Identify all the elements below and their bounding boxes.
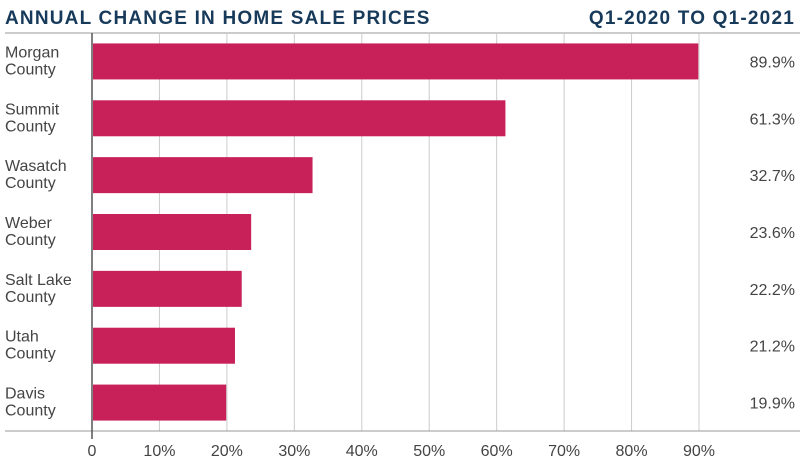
chart-subtitle: Q1-2020 TO Q1-2021 (589, 8, 795, 29)
x-tick-label: 90% (683, 443, 715, 460)
x-tick-label: 50% (413, 443, 445, 460)
bar (93, 157, 313, 194)
category-label: Morgan County (5, 44, 59, 78)
bar (93, 43, 699, 80)
value-label: 19.9% (750, 396, 795, 413)
x-tick-label: 20% (211, 443, 243, 460)
x-tick-label: 70% (548, 443, 580, 460)
category-label: Davis County (5, 386, 56, 420)
bar (93, 214, 252, 250)
x-tick-label: 0 (88, 443, 97, 460)
bar (93, 270, 242, 307)
value-label: 21.2% (750, 339, 795, 356)
x-tick-label: 30% (278, 443, 310, 460)
bar (93, 327, 235, 364)
bar (93, 384, 227, 421)
x-tick-label: 80% (616, 443, 648, 460)
category-label: Summit County (5, 101, 60, 135)
x-tick-label: 60% (481, 443, 513, 460)
category-label: Wasatch County (5, 158, 67, 192)
category-label: Weber County (5, 215, 56, 249)
value-label: 32.7% (750, 168, 795, 185)
bar (93, 100, 506, 137)
x-tick-label: 10% (143, 443, 175, 460)
value-label: 22.2% (750, 282, 795, 299)
value-label: 23.6% (750, 225, 795, 242)
value-label: 61.3% (750, 111, 795, 128)
value-label: 89.9% (750, 54, 795, 71)
category-label: Utah County (5, 329, 56, 363)
category-label: Salt Lake County (5, 272, 72, 306)
x-tick-label: 40% (346, 443, 378, 460)
chart-title: ANNUAL CHANGE IN HOME SALE PRICES (5, 8, 431, 29)
